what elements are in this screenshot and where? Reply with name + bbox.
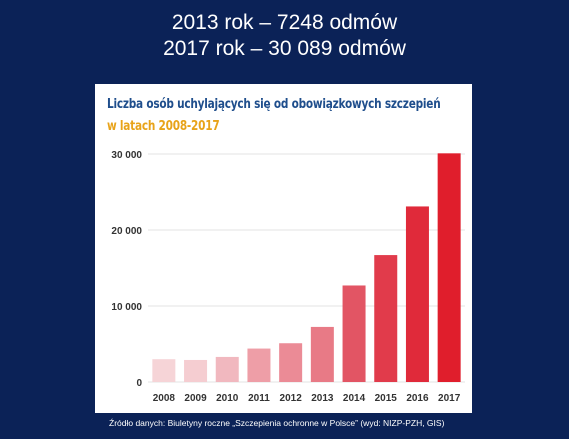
bar-2014	[342, 285, 366, 382]
x-tick-label: 2017	[438, 393, 461, 404]
source-note: Źródło danych: Biuletyny roczne „Szczepi…	[109, 418, 445, 428]
bar-chart: 0 10 000 20 000 30 000 2008 2009 2010 2011 2012 2…	[111, 150, 465, 404]
x-tick-label: 2014	[343, 393, 366, 404]
bar-2015	[374, 255, 398, 382]
headline-line-1: 2013 rok – 7248 odmów	[171, 11, 398, 34]
x-tick-label: 2016	[406, 393, 429, 404]
bar-2012	[279, 343, 303, 382]
chart-subtitle: w latach 2008-2017	[107, 118, 220, 134]
y-tick-label: 10 000	[111, 302, 142, 313]
y-tick-label: 30 000	[111, 150, 142, 161]
bar-2010	[215, 356, 239, 382]
y-tick-label: 20 000	[111, 226, 142, 237]
chart-title: Liczba osób uchylających się od obowiązk…	[107, 96, 441, 112]
x-tick-label: 2009	[184, 393, 207, 404]
x-tick-label: 2013	[311, 393, 334, 404]
x-tick-label: 2010	[216, 393, 239, 404]
bar-2017	[437, 153, 461, 382]
x-tick-label: 2011	[248, 393, 270, 404]
bar-2009	[184, 359, 208, 382]
bar-2011	[247, 348, 271, 382]
headline-line-2: 2017 rok – 30 089 odmów	[163, 37, 406, 60]
bar-2016	[405, 206, 429, 382]
y-tick-label: 0	[136, 378, 142, 389]
x-tick-label: 2012	[280, 393, 303, 404]
x-tick-label: 2008	[153, 393, 176, 404]
chart-card: Liczba osób uchylających się od obowiązk…	[95, 84, 472, 413]
bar-2008	[152, 359, 176, 382]
bar-2013	[310, 326, 334, 382]
x-tick-label: 2015	[375, 393, 398, 404]
